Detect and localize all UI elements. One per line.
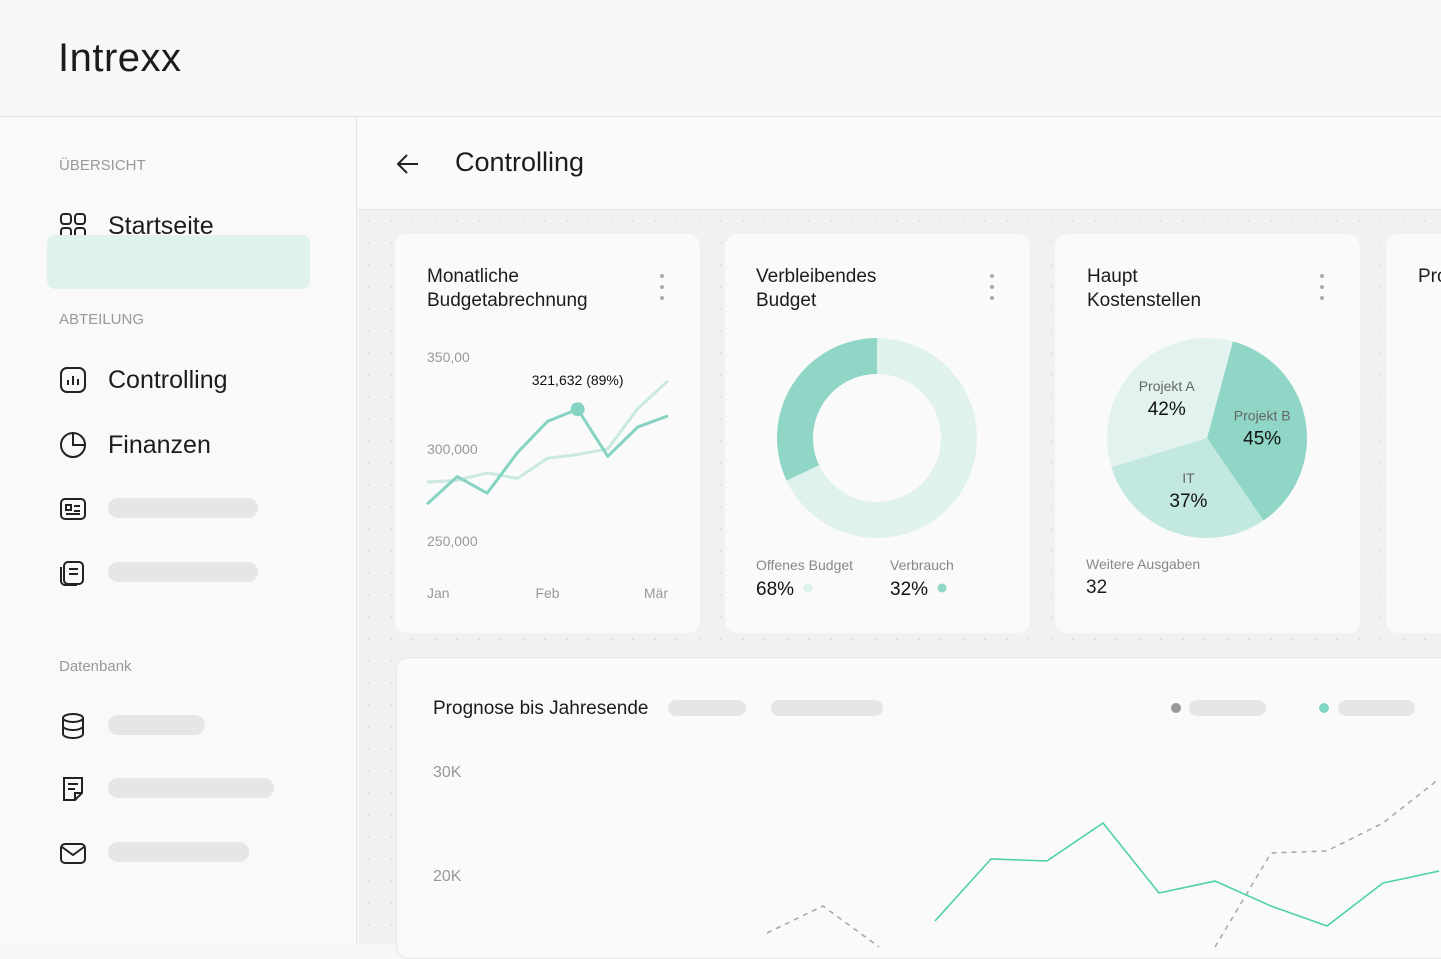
top-bar: Intrexx [0,0,1441,117]
placeholder [108,715,205,735]
slice-value: 42% [1148,399,1186,420]
menu[interactable] [990,274,994,307]
placeholder [1189,700,1266,716]
logo[interactable]: Intrexx [58,36,182,80]
y-tick-label: 30K [433,764,462,781]
card: Pro [1386,234,1441,633]
nav-item[interactable]: Finanzen [108,431,211,459]
legend-value: 32% [890,579,928,600]
footer-value: 32 [1086,577,1108,598]
pie-slice [1107,338,1233,468]
active-highlight [47,235,310,289]
card: Haupt Kostenstellen Projekt B 45% IT 37% Pro… [1055,234,1360,633]
legend-dot [1171,703,1181,713]
icon-doc [60,561,84,586]
legend-value: 68% [756,579,794,600]
menu[interactable] [1320,274,1324,307]
forecast-card: Prognose bis Jahresende 30K 20K [396,657,1441,959]
legend-label: Offenes Budget [756,557,853,573]
icon-db [62,713,84,740]
placeholder [108,498,258,518]
nav-item[interactable]: Controlling [108,366,228,394]
y-tick-label: 20K [433,868,462,885]
footer-label: Weitere Ausgaben [1086,556,1201,572]
x-tick-label: Mär [644,585,668,601]
slice-label: Projekt A [1139,378,1196,394]
back-arrow[interactable] [395,151,421,177]
card-title: Haupt Kostenstellen [1087,266,1202,311]
y-tick-label: 350,00 [427,349,470,365]
placeholder [1338,700,1415,716]
icon-mail [60,843,86,864]
placeholder [108,842,249,862]
slice-value: 45% [1243,429,1281,450]
x-tick-label: Feb [535,585,559,601]
pie-slice [1207,341,1307,521]
series-line [766,778,1440,948]
placeholder [108,562,258,582]
point-marker [570,402,585,417]
placeholder [771,700,883,716]
slice-label: Projekt B [1234,408,1291,424]
donut-slice [786,338,977,538]
series-line [425,407,669,506]
series-line [934,822,1440,927]
page-title: Controlling [455,147,585,177]
icon-note [63,777,83,801]
pie-chart: Projekt B 45% IT 37% Projekt A 42% [1107,338,1307,538]
card-title: Verbleibendes Budget [756,266,877,311]
pie-slice [1111,438,1264,538]
section-title: ABTEILUNG [59,311,145,328]
placeholder [108,778,274,798]
card: Verbleibendes Budget Offenes Budget 68% Ve… [725,234,1030,633]
x-tick-label: Jan [427,585,450,601]
card-title: Monatliche Budgetabrechnung [427,266,588,311]
section-title: Datenbank [59,658,132,675]
y-tick-label: 300,000 [427,441,478,457]
line-chart: 350,00 300,000 250,000 Jan Feb Mär 321,632 (89… [425,349,670,601]
forecast-title: Prognose bis Jahresende [433,698,649,719]
legend-dot [1319,703,1329,713]
icon-chart [60,367,86,393]
menu[interactable] [660,274,664,307]
card: Monatliche Budgetabrechnung 350,00 300,00… [395,234,700,633]
legend-dot [803,583,813,593]
slice-value: 37% [1169,491,1207,512]
placeholder [668,700,746,716]
y-tick-label: 250,000 [427,533,478,549]
slice-label: IT [1182,470,1195,486]
forecast-chart: 30K 20K [433,764,1440,948]
donut-chart: Offenes Budget 68% Verbrauch 32% [756,338,977,600]
page-header [358,117,1441,210]
data-label: 321,632 (89%) [532,372,624,388]
icon-card [60,498,86,520]
section-title: ÜBERSICHT [59,157,146,174]
legend-dot [937,583,947,593]
card-title: Pro [1418,266,1441,287]
icon-pie [60,432,86,458]
legend-label: Verbrauch [890,557,954,573]
donut-slice [777,338,877,481]
series-line [426,379,670,484]
